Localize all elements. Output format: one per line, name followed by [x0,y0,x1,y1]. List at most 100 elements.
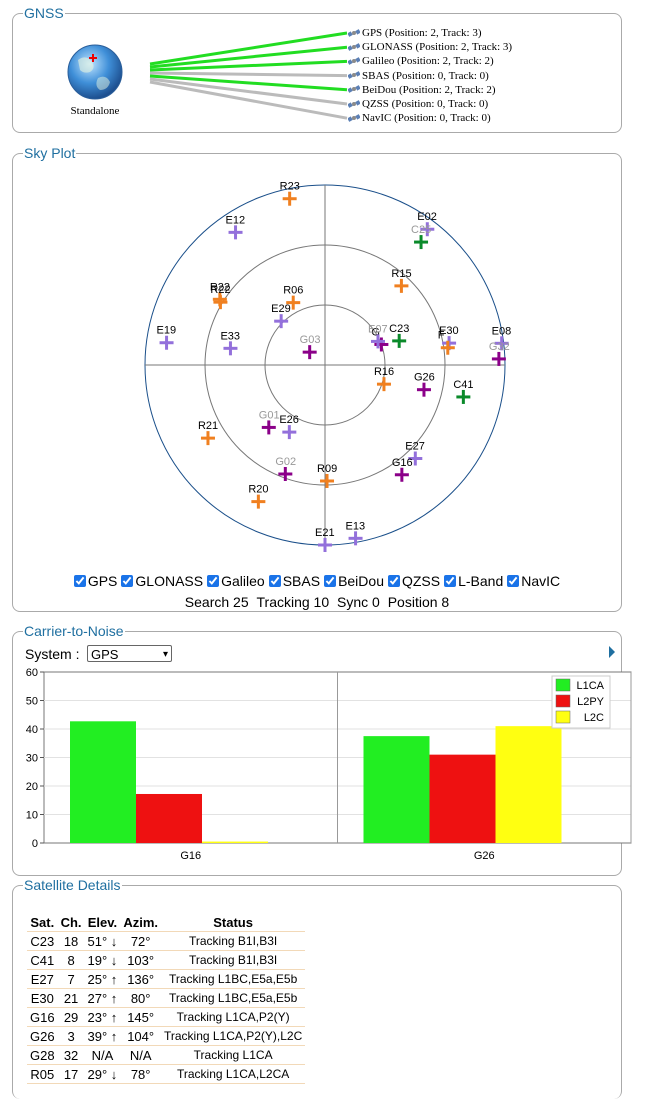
expand-arrow-icon[interactable] [609,646,615,658]
filter-checkbox[interactable] [268,575,281,587]
signal-line [149,45,348,69]
satellite-marker[interactable]: E02 [417,211,437,237]
satellite-label: E21 [315,527,335,539]
table-cell: N/A [120,1045,161,1065]
x-tick-label: G16 [180,850,201,862]
column-header[interactable]: Elev. [84,914,121,932]
satellite-label: G26 [414,372,435,384]
system-select[interactable]: GPS ▾ [87,645,172,662]
satellite-marker[interactable]: R09 [317,463,337,488]
satellite-marker[interactable]: G32 [489,341,510,366]
gnss-signal-lines [149,31,348,120]
satellite-label: G32 [489,341,510,353]
table-row[interactable]: C41 8 19° ↓ 103° Tracking B1I,B3I [27,950,306,970]
satellite-label: R21 [198,420,218,432]
filter-lband[interactable]: L-Band [444,573,503,589]
filter-sbas[interactable]: SBAS [268,573,320,589]
satellite-marker[interactable]: E33 [220,330,240,356]
column-header[interactable]: Ch. [57,914,85,932]
table-row[interactable]: C23 18 51° ↓ 72° Tracking B1I,B3I [27,931,306,951]
constellation-item: QZSS (Position: 0, Track: 0) [348,97,488,111]
satellite-marker[interactable]: F [438,330,455,355]
filter-checkbox[interactable] [444,575,457,587]
satellite-marker[interactable]: G02 [275,456,296,482]
table-row[interactable]: G28 32 N/A N/A Tracking L1CA [27,1045,306,1065]
bar-l1ca-g26 [363,736,430,843]
satellite-icon [348,85,360,94]
table-cell: Tracking B1I,B3I [160,950,306,970]
filter-qzss[interactable]: QZSS [387,573,440,589]
table-cell: G26 [27,1026,58,1046]
table-cell: 78° [120,1064,161,1084]
gnss-legend: GNSS [24,5,64,21]
table-cell: 39° ↑ [84,1026,121,1046]
filter-galileo[interactable]: Galileo [207,573,265,589]
satellite-marker[interactable]: C41 [453,379,474,404]
table-cell: 17 [57,1064,85,1084]
satellite-label: R20 [248,484,268,496]
table-row[interactable]: R05 17 29° ↓ 78° Tracking L1CA,L2CA [27,1064,306,1084]
filter-gps[interactable]: GPS [73,573,117,589]
legend-label: L2PY [577,696,605,708]
filter-checkbox[interactable] [207,575,220,587]
table-row[interactable]: E27 7 25° ↑ 136° Tracking L1BC,E5a,E5b [27,969,306,989]
filter-checkbox[interactable] [324,575,337,587]
filter-glonass[interactable]: GLONASS [121,573,203,589]
column-header[interactable]: Status [160,914,306,932]
satellite-label: G02 [275,456,296,468]
satellite-marker[interactable]: G01 [259,409,280,435]
satellite-marker[interactable]: G03 [300,334,321,360]
legend-swatch [555,694,571,708]
satellite-marker[interactable]: E12 [226,214,246,240]
satellite-marker[interactable]: E13 [346,520,366,546]
bar-l2c-g16 [202,841,268,843]
table-cell: 136° [120,969,161,989]
table-cell: 145° [120,1007,161,1027]
filter-navic[interactable]: NavIC [507,573,560,589]
table-row[interactable]: G16 29 23° ↑ 145° Tracking L1CA,P2(Y) [27,1007,306,1027]
y-tick-label: 0 [32,838,38,850]
satellite-marker[interactable]: R22 [210,284,231,310]
constellation-label: NavIC (Position: 0, Track: 0) [362,112,491,125]
filter-checkbox[interactable] [507,575,520,587]
satellite-marker[interactable]: E19 [157,325,177,350]
table-row[interactable]: E30 21 27° ↑ 80° Tracking L1BC,E5a,E5b [27,988,306,1008]
satellite-marker[interactable]: E21 [315,527,335,552]
satellite-marker[interactable]: C23 [389,323,409,348]
satellite-marker[interactable]: E27 [405,441,425,466]
satellite-marker[interactable]: R20 [248,484,269,509]
satellite-marker[interactable]: C25 [411,224,431,250]
table-cell: 72° [120,931,161,951]
satellite-marker[interactable]: E26 [279,414,299,440]
satellite-label: R09 [317,463,337,475]
satellite-marker[interactable]: R23 [280,181,300,206]
filter-beidou[interactable]: BeiDou [324,573,384,589]
satellite-marker[interactable]: E07 [368,323,388,349]
satellite-label: E12 [226,214,246,226]
y-tick-label: 30 [26,753,38,765]
satellite-label: R22 [210,284,230,296]
table-row[interactable]: G26 3 39° ↑ 104° Tracking L1CA,P2(Y),L2C [27,1026,306,1046]
chart-legend: L1CA L2PY L2C [551,675,611,729]
filter-label: L-Band [458,573,504,589]
column-header[interactable]: Azim. [120,914,161,932]
satellite-marker[interactable]: G26 [414,372,435,397]
filter-checkbox[interactable] [121,575,134,587]
satellite-marker[interactable]: E08 [492,325,512,351]
table-cell: 19° ↓ [84,950,121,970]
filter-checkbox[interactable] [387,575,400,587]
filter-checkbox[interactable] [73,575,86,587]
satellite-marker[interactable]: G16 [392,457,413,482]
table-cell: E30 [27,988,58,1008]
satellite-marker[interactable]: R15 [391,268,412,293]
table-cell: G28 [27,1045,58,1065]
satellite-label: E33 [220,330,240,342]
satellite-marker[interactable]: E29 [271,303,291,329]
satellite-marker[interactable]: R16 [374,366,394,392]
satellite-marker[interactable]: R21 [198,420,218,446]
column-header[interactable]: Sat. [27,914,58,932]
satellite-marker[interactable]: R06 [283,285,303,310]
constellation-label: BeiDou (Position: 2, Track: 2) [362,83,496,96]
constellation-label: GPS (Position: 2, Track: 3) [362,27,482,39]
